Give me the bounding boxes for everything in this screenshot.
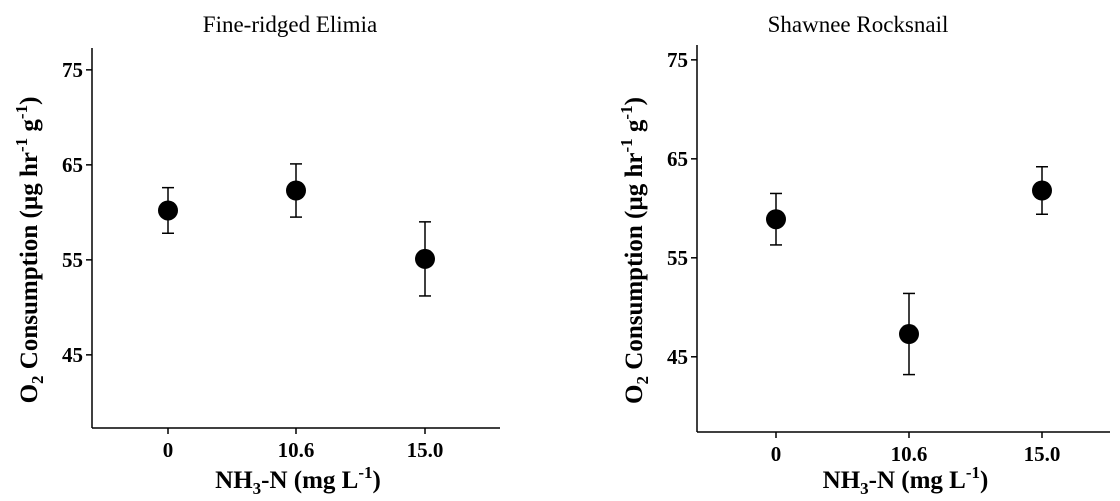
y-tick-label: 45 (667, 345, 688, 369)
label-part: -N (mg L (869, 467, 966, 494)
x-tick-label: 0 (163, 438, 174, 462)
y-tick-label: 75 (667, 48, 688, 72)
label-part: ) (16, 97, 43, 105)
x-tick-label: 10.6 (278, 438, 315, 462)
label-part: 3 (860, 479, 869, 498)
y-tick-label: 65 (667, 147, 688, 171)
label-part: -1 (617, 105, 636, 119)
label-part: O (16, 384, 43, 403)
label-part: -N (mg L (261, 467, 358, 494)
label-part: ) (373, 467, 381, 494)
chart-title: Shawnee Rocksnail (768, 12, 949, 37)
x-tick-label: 10.6 (891, 442, 928, 466)
label-part: g (16, 119, 43, 138)
y-tick-label: 55 (667, 246, 688, 270)
y-tick-label: 55 (62, 248, 83, 272)
panel: Fine-ridged Elimia 45 55 65 75 0 10.6 15.0 NH3-N… (12, 12, 500, 498)
label-part: Consumption (µg hr (621, 152, 648, 375)
y-axis-label: O2 Consumption (µg hr-1 g-1) (12, 97, 47, 404)
point (158, 200, 178, 221)
x-tick-label: 15.0 (407, 438, 444, 462)
label-part: -1 (12, 105, 31, 119)
x-tick-label: 15.0 (1024, 442, 1061, 466)
x-tick-label: 0 (771, 442, 782, 466)
panel: Shawnee Rocksnail 45 55 65 75 0 10.6 15.0 NH3-N … (617, 12, 1110, 498)
x-axis-label: NH3-N (mg L-1) (823, 463, 989, 498)
label-part: O (621, 384, 648, 403)
label-part: -1 (966, 463, 980, 482)
point (766, 209, 786, 230)
y-tick-label: 65 (62, 153, 83, 177)
x-axis-label: NH3-N (mg L-1) (215, 463, 381, 498)
label-part: 3 (253, 479, 262, 498)
point (415, 248, 435, 269)
label-part: Consumption (µg hr (16, 152, 43, 375)
label-part: NH (823, 467, 861, 494)
label-part: g (621, 119, 648, 138)
label-part: ) (621, 97, 648, 105)
point (899, 324, 919, 345)
y-tick-label: 45 (62, 343, 83, 367)
label-part: -1 (617, 138, 636, 152)
label-part: -1 (358, 463, 372, 482)
label-part: ) (980, 467, 988, 494)
label-part: 2 (28, 375, 47, 384)
y-axis-label: O2 Consumption (µg hr-1 g-1) (617, 97, 652, 404)
y-tick-label: 75 (62, 58, 83, 82)
label-part: -1 (12, 138, 31, 152)
point (286, 180, 306, 201)
point (1032, 180, 1052, 201)
label-part: NH (215, 467, 253, 494)
label-part: 2 (633, 376, 652, 385)
chart-title: Fine-ridged Elimia (203, 12, 377, 37)
